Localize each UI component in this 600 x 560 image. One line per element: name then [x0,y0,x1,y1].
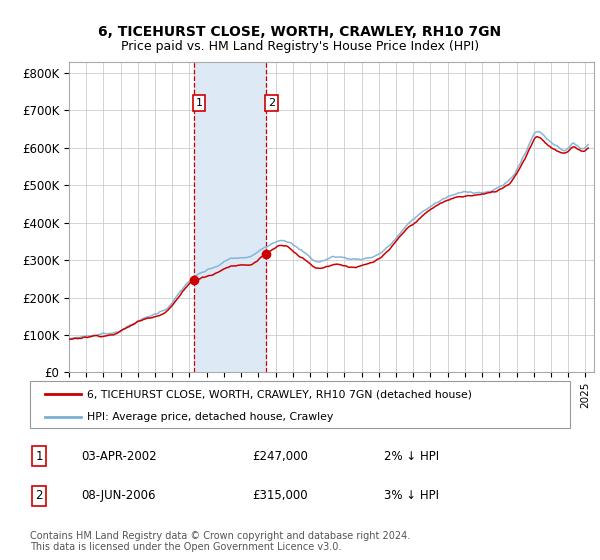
Text: 6, TICEHURST CLOSE, WORTH, CRAWLEY, RH10 7GN: 6, TICEHURST CLOSE, WORTH, CRAWLEY, RH10… [98,25,502,39]
Text: 2: 2 [35,489,43,502]
Text: 1: 1 [196,98,203,108]
Bar [194,62,266,372]
Text: HPI: Average price, detached house, Crawley: HPI: Average price, detached house, Craw… [87,412,333,422]
Text: 1: 1 [35,450,43,463]
Text: 6, TICEHURST CLOSE, WORTH, CRAWLEY, RH10 7GN (detached house): 6, TICEHURST CLOSE, WORTH, CRAWLEY, RH10… [87,389,472,399]
Text: Price paid vs. HM Land Registry's House Price Index (HPI): Price paid vs. HM Land Registry's House … [121,40,479,53]
Text: 03-APR-2002: 03-APR-2002 [81,450,157,463]
Text: £315,000: £315,000 [252,489,308,502]
Text: £247,000: £247,000 [252,450,308,463]
Text: 3% ↓ HPI: 3% ↓ HPI [384,489,439,502]
Text: 2% ↓ HPI: 2% ↓ HPI [384,450,439,463]
Text: 08-JUN-2006: 08-JUN-2006 [81,489,155,502]
Text: 2: 2 [268,98,275,108]
Text: Contains HM Land Registry data © Crown copyright and database right 2024.
This d: Contains HM Land Registry data © Crown c… [30,531,410,553]
